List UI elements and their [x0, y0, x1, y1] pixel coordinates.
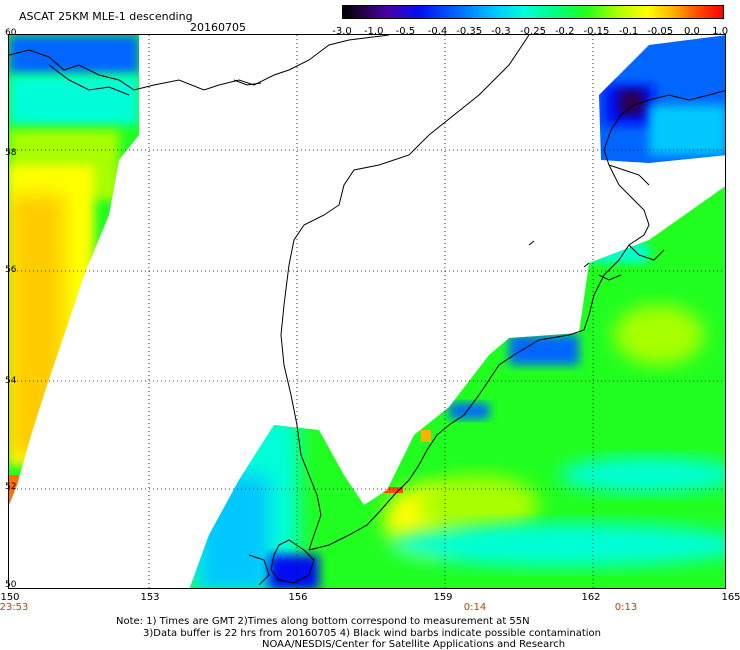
lat-label: 50 [5, 580, 17, 590]
color-tick: -0.5 [395, 26, 416, 37]
color-tick: 1.0 [712, 26, 729, 37]
time-label: 23:53 [0, 602, 29, 613]
color-tick: -0.4 [427, 26, 448, 37]
map-plot-area [8, 34, 726, 589]
map-svg [9, 35, 725, 588]
lon-label: 162 [581, 592, 601, 603]
time-label: 0:13 [614, 602, 638, 613]
color-tick: -3.0 [332, 26, 352, 37]
lat-label: 58 [5, 148, 17, 158]
color-scale-ticks: -3.0 -1.0 -0.5 -0.4 -0.35 -0.3 -0.25 -0.… [332, 26, 728, 38]
color-tick: -0.05 [647, 26, 674, 37]
color-tick: -0.35 [456, 26, 483, 37]
graticule [9, 35, 725, 588]
lon-label: 156 [288, 592, 308, 603]
color-tick: -0.25 [520, 26, 546, 37]
note-line-1: Note: 1) Times are GMT 2)Times along bot… [116, 616, 530, 627]
color-tick: -0.15 [583, 26, 610, 37]
color-tick: -0.1 [618, 26, 639, 37]
lat-label: 52 [5, 482, 17, 492]
lat-label: 56 [5, 265, 17, 275]
color-tick: -0.2 [554, 26, 575, 37]
lon-label: 165 [721, 592, 740, 603]
color-scale-bar [342, 5, 724, 19]
color-tick: 0.0 [683, 26, 700, 37]
lon-label: 150 [0, 592, 20, 603]
lon-label: 153 [140, 592, 160, 603]
northeast-swath-data [599, 35, 725, 163]
note-line-3: NOAA/NESDIS/Center for Satellite Applica… [262, 639, 566, 650]
coastline [9, 35, 725, 586]
product-title: ASCAT 25KM MLE-1 descending [19, 10, 193, 23]
southeast-swath-data [189, 185, 725, 588]
note-line-2: 3)Data buffer is 22 hrs from 20160705 4)… [143, 628, 601, 639]
left-swath-data [9, 35, 139, 505]
lat-label: 60 [5, 28, 17, 38]
color-tick: -1.0 [363, 26, 384, 37]
lon-label: 159 [433, 592, 453, 603]
color-tick: -0.3 [491, 26, 511, 37]
time-label: 0:14 [463, 602, 487, 613]
lat-label: 54 [5, 376, 17, 386]
product-date: 20160705 [190, 21, 246, 34]
